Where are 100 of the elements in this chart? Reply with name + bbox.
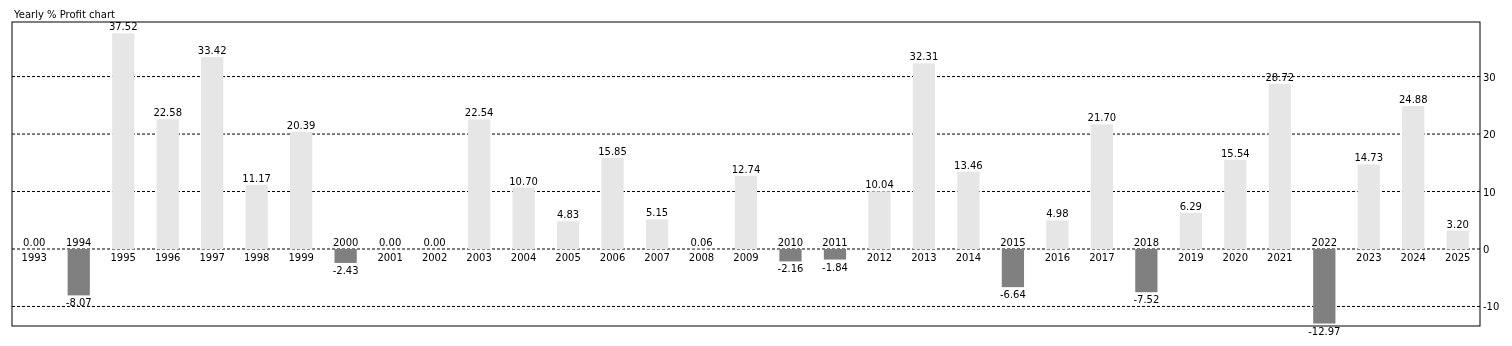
y-tick-label: 20	[1483, 129, 1496, 141]
bar	[1268, 83, 1291, 249]
bar	[957, 171, 980, 249]
bar	[67, 248, 90, 296]
data-label: 15.85	[598, 145, 627, 157]
x-tick-label: 2022	[1311, 236, 1338, 248]
data-label: 21.70	[1087, 112, 1117, 124]
x-tick-label: 2013	[911, 251, 937, 263]
data-label: 0.00	[423, 236, 446, 248]
bar	[779, 248, 802, 262]
x-tick-label: 2021	[1267, 251, 1293, 263]
data-label: -7.52	[1133, 294, 1160, 306]
data-label: 24.88	[1398, 94, 1428, 106]
bar	[1402, 106, 1425, 249]
x-tick-label: 2020	[1222, 251, 1249, 263]
data-label: 22.54	[464, 107, 494, 119]
data-label: 33.42	[197, 44, 227, 56]
x-tick-label: 1993	[21, 251, 47, 263]
data-label: 22.58	[153, 107, 183, 119]
data-label: 14.73	[1354, 152, 1384, 164]
bar	[1046, 220, 1069, 249]
bar	[1090, 124, 1113, 249]
x-tick-label: 2000	[332, 236, 359, 248]
data-label: 13.46	[954, 159, 983, 171]
x-tick-label: 2017	[1089, 251, 1115, 263]
data-label: 37.52	[108, 21, 138, 33]
data-label: 15.54	[1221, 147, 1250, 159]
x-tick-label: 2015	[1000, 236, 1026, 248]
x-tick-label: 2023	[1356, 251, 1382, 263]
bar	[645, 219, 669, 249]
bar	[868, 191, 891, 249]
bar	[512, 187, 535, 249]
x-tick-label: 2007	[644, 251, 670, 263]
bar	[467, 119, 491, 249]
data-label: 0.00	[378, 236, 402, 248]
data-label: 20.39	[286, 119, 316, 131]
bar	[601, 157, 624, 249]
data-label: 11.17	[242, 172, 271, 184]
y-tick-label: -10	[1483, 301, 1500, 313]
data-label: 0.00	[23, 236, 46, 248]
data-label: -1.84	[822, 261, 848, 273]
bar	[201, 56, 224, 249]
bar	[1179, 212, 1202, 249]
bar	[1357, 164, 1380, 249]
bar	[912, 63, 936, 249]
data-label: 6.29	[1179, 200, 1202, 212]
bar	[290, 131, 313, 249]
x-tick-label: 2018	[1133, 236, 1160, 248]
data-label: 4.98	[1046, 208, 1069, 220]
x-tick-label: 2010	[777, 236, 804, 248]
data-label: 10.04	[865, 179, 894, 191]
bar	[1224, 159, 1247, 249]
x-tick-label: 1995	[110, 251, 136, 263]
x-tick-label: 2006	[599, 251, 626, 263]
x-tick-label: 2009	[733, 251, 759, 263]
bar	[734, 175, 758, 249]
data-label: 3.20	[1446, 218, 1469, 230]
bar	[1446, 230, 1469, 249]
bar	[1313, 248, 1336, 324]
x-tick-label: 2014	[955, 251, 982, 263]
y-tick-label: 30	[1483, 71, 1496, 83]
x-tick-label: 1998	[243, 251, 270, 263]
x-tick-label: 2025	[1445, 251, 1471, 263]
data-label: 12.74	[731, 163, 761, 175]
data-label: -6.64	[999, 289, 1026, 301]
x-tick-label: 2011	[822, 236, 848, 248]
x-tick-label: 2019	[1178, 251, 1204, 263]
x-tick-label: 2008	[688, 251, 715, 263]
data-label: -2.43	[332, 264, 359, 276]
y-tick-label: 0	[1483, 243, 1490, 255]
bar	[156, 119, 179, 249]
data-label: 28.72	[1265, 71, 1295, 83]
bar	[334, 248, 357, 263]
data-label: 32.31	[909, 51, 939, 63]
bar	[245, 184, 268, 249]
data-label: -2.16	[777, 263, 804, 275]
x-tick-label: 2012	[866, 251, 893, 263]
bar	[823, 248, 847, 260]
data-label: 4.83	[556, 209, 580, 221]
y-tick-label: 10	[1483, 186, 1496, 198]
x-tick-label: 1997	[199, 251, 225, 263]
data-label: -12.97	[1308, 325, 1341, 337]
x-tick-label: 2005	[555, 251, 581, 263]
data-label: 10.70	[509, 175, 538, 187]
bar	[1135, 248, 1158, 293]
bar	[1001, 248, 1025, 288]
x-tick-label: 2004	[510, 251, 537, 263]
data-label: 0.06	[690, 236, 713, 248]
bar	[112, 33, 135, 249]
x-tick-label: 2002	[421, 251, 448, 263]
chart-title: Yearly % Profit chart	[13, 9, 116, 20]
data-label: -8.07	[65, 297, 92, 309]
x-tick-label: 2016	[1044, 251, 1071, 263]
x-tick-label: 2003	[466, 251, 492, 263]
x-tick-label: 1994	[66, 236, 92, 248]
x-tick-label: 2024	[1400, 251, 1426, 263]
data-label: 5.15	[645, 207, 669, 219]
x-tick-label: 1996	[154, 251, 181, 263]
bar	[556, 221, 580, 249]
x-tick-label: 2001	[377, 251, 403, 263]
